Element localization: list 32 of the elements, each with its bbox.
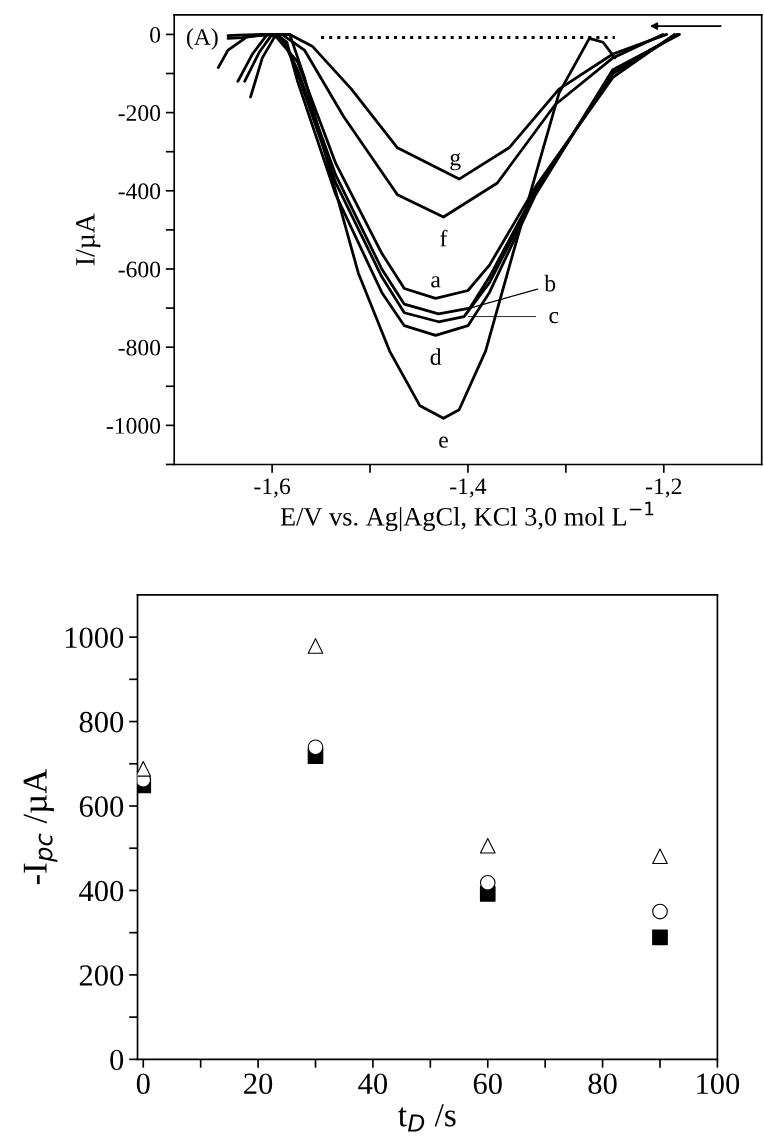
annotation: e xyxy=(439,436,448,448)
annotation: f xyxy=(440,229,448,247)
annotation: c xyxy=(549,312,559,324)
x-tick-label: -1,6 xyxy=(254,478,291,498)
y-tick-label: -1000 xyxy=(106,417,161,434)
y-tick-label: 400 xyxy=(79,880,124,902)
x-tick-label: -1,2 xyxy=(645,478,682,498)
annotation: d xyxy=(430,348,442,365)
y-tick-label: 600 xyxy=(79,796,124,817)
annotation: a xyxy=(431,276,441,288)
y-tick-label: -200 xyxy=(118,105,161,122)
x-tick-label: -1,4 xyxy=(450,478,487,498)
y-axis-title: -I$_{pc}$ /µA xyxy=(23,769,58,885)
y-axis-title: I/µA xyxy=(76,213,101,266)
y-tick-label: 0 xyxy=(110,1049,124,1071)
annotation: g xyxy=(450,153,461,171)
x-axis-title: t$_{D}$ /s xyxy=(398,1104,456,1132)
x-tick-label: 60 xyxy=(473,1073,502,1095)
x-tick-label: 100 xyxy=(697,1073,740,1095)
y-tick-label: -800 xyxy=(118,339,161,356)
y-tick-label: 200 xyxy=(79,965,124,986)
x-tick-label: 20 xyxy=(244,1073,273,1095)
y-tick-label: -600 xyxy=(118,261,161,278)
annotation: b xyxy=(544,274,556,292)
y-tick-label: 0 xyxy=(150,26,161,43)
annotation: (A) xyxy=(186,28,218,50)
y-tick-label: -400 xyxy=(118,183,161,200)
y-tick-label: 1000 xyxy=(65,627,124,649)
x-tick-label: 40 xyxy=(358,1073,388,1095)
y-tick-label: 800 xyxy=(79,711,124,733)
x-tick-label: 80 xyxy=(588,1073,617,1095)
x-axis-title: E/V vs. Ag|AgCl, KCl 3,0 mol L$^{−1}$ xyxy=(280,501,654,532)
